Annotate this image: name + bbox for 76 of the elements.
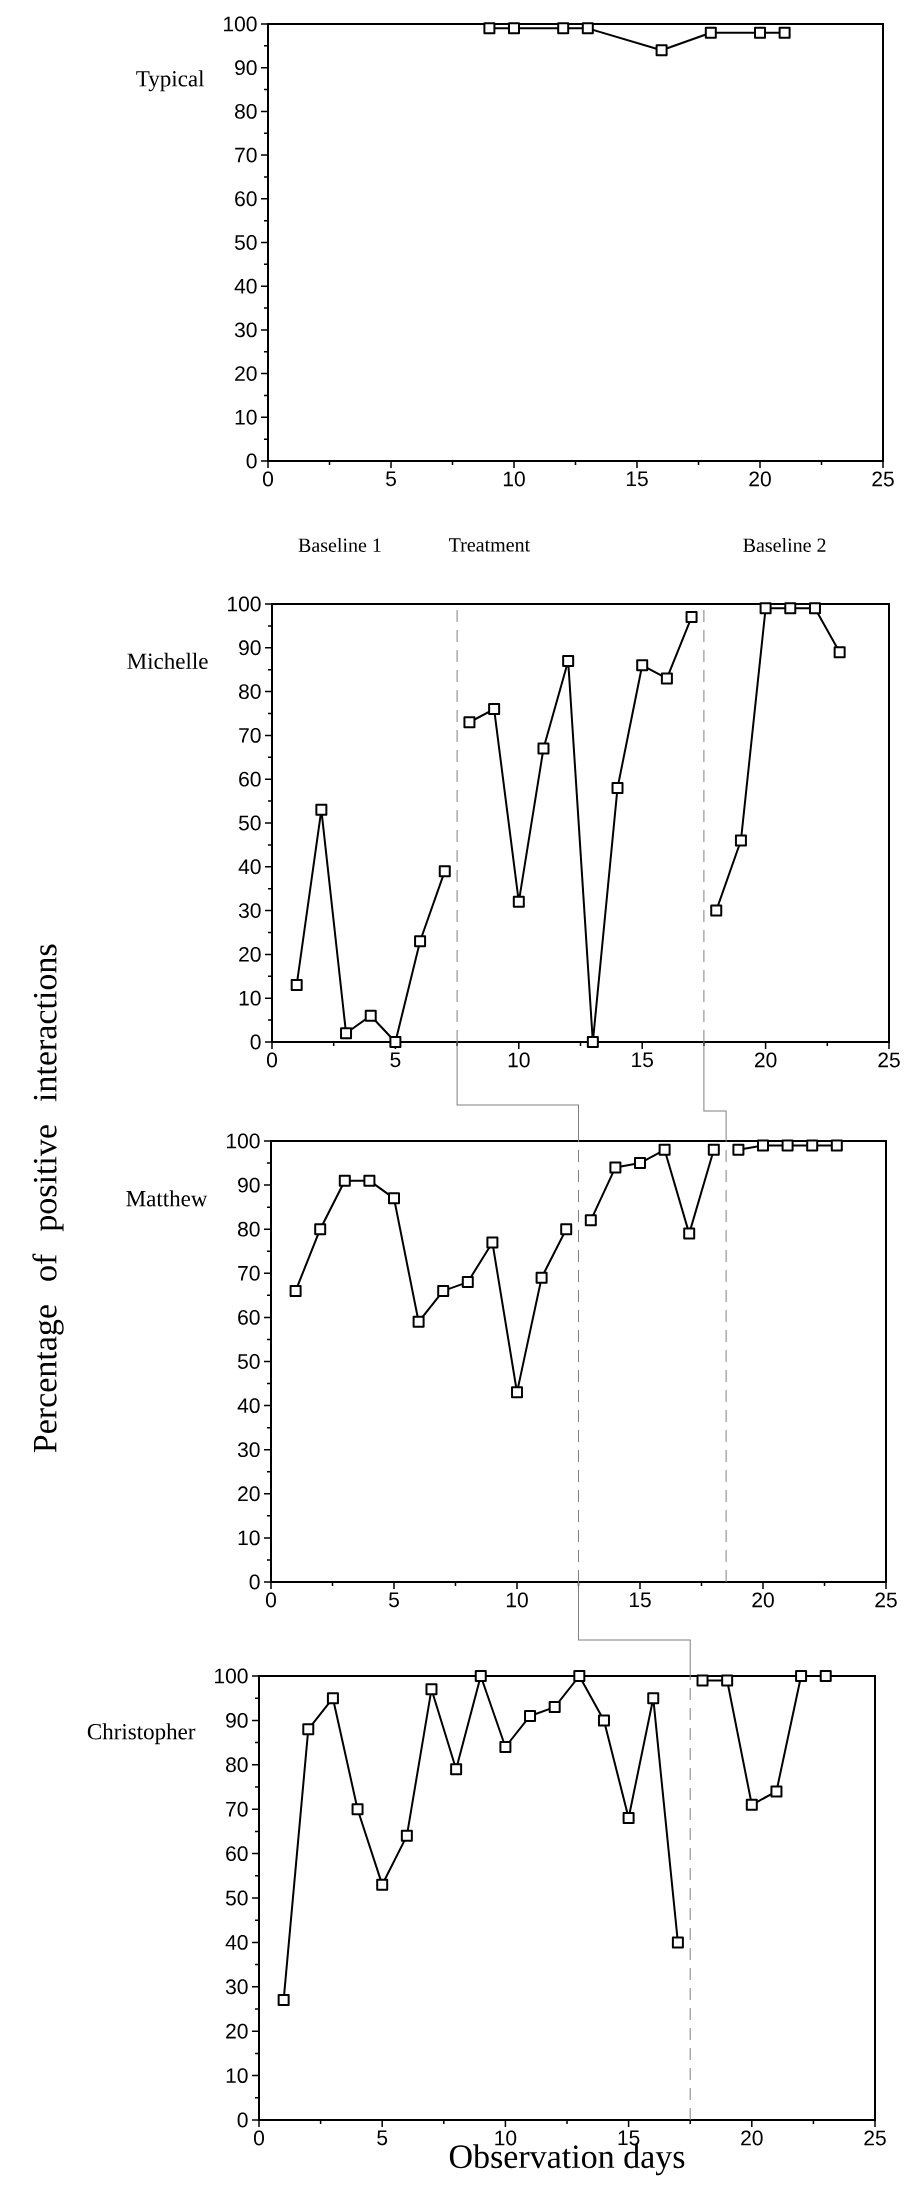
x-axis-title: Observation days: [449, 2144, 685, 2176]
text: Matthew: [126, 1190, 208, 1207]
y-tick-label: 50: [225, 1890, 248, 1906]
y-tick-label: 20: [235, 366, 257, 382]
x-tick-label: 10: [503, 471, 525, 487]
x-tick-label: 20: [754, 1052, 777, 1068]
y-tick-label: 0: [237, 2112, 248, 2128]
text: Christopher: [87, 1723, 196, 1745]
x-tick-label: 25: [875, 1592, 897, 1608]
x-tick-label: 0: [262, 471, 274, 487]
x-tick-label: 20: [741, 2130, 763, 2146]
x-tick-label: 25: [872, 471, 894, 487]
text: Typical: [136, 70, 205, 92]
x-tick-label: 15: [632, 1052, 653, 1068]
text: Baseline 1: [298, 537, 381, 553]
text: Treatment: [449, 538, 531, 552]
y-tick-label: 100: [215, 1668, 248, 1684]
y-tick-label: 50: [234, 235, 257, 250]
y-tick-label: 70: [226, 1801, 248, 1817]
y-tick-label: 70: [239, 727, 261, 743]
y-tick-label: 10: [235, 409, 257, 425]
y-tick-label: 20: [226, 2023, 248, 2039]
y-tick-label: 90: [239, 640, 261, 656]
x-tick-label: 15: [618, 2130, 640, 2146]
x-tick-label: 20: [752, 1592, 774, 1608]
x-tick-label: 10: [506, 1592, 528, 1608]
y-tick-label: 50: [237, 1354, 260, 1369]
y-tick-label: 70: [235, 147, 257, 163]
y-tick-label: 80: [239, 684, 261, 700]
y-tick-label: 20: [239, 946, 261, 962]
x-tick-label: 5: [377, 2130, 388, 2146]
y-tick-label: 20: [238, 1486, 260, 1502]
y-tick-label: 40: [237, 1398, 260, 1414]
y-tick-label: 10: [226, 2068, 248, 2084]
y-tick-label: 40: [234, 278, 257, 294]
text: Michelle: [127, 652, 208, 670]
x-tick-label: 10: [508, 1052, 530, 1068]
y-tick-label: 40: [225, 1934, 248, 1950]
y-tick-label: 60: [226, 1846, 248, 1862]
x-tick-label: 5: [390, 1052, 401, 1068]
x-tick-label: 10: [495, 2130, 517, 2146]
y-axis-title: Percentage of positive interactions: [32, 944, 64, 1453]
text: Baseline 2: [743, 537, 826, 553]
y-tick-label: 100: [228, 596, 261, 612]
y-tick-label: 100: [224, 16, 257, 32]
y-tick-label: 60: [235, 191, 257, 207]
x-tick-label: 20: [749, 471, 771, 487]
y-tick-label: 0: [246, 453, 257, 469]
y-tick-label: 80: [226, 1757, 248, 1773]
y-tick-label: 90: [238, 1177, 260, 1193]
y-tick-label: 90: [226, 1712, 248, 1728]
y-tick-label: 100: [227, 1133, 260, 1149]
y-tick-label: 40: [238, 859, 261, 875]
y-tick-label: 10: [238, 1530, 260, 1546]
y-tick-label: 70: [238, 1265, 260, 1281]
x-tick-label: 5: [389, 1592, 399, 1608]
x-tick-label: 15: [629, 1592, 651, 1608]
y-tick-label: 30: [237, 1442, 260, 1458]
y-tick-label: 10: [239, 990, 261, 1006]
x-tick-label: 25: [878, 1052, 900, 1068]
x-tick-label: 0: [265, 1592, 277, 1608]
y-tick-label: 30: [238, 903, 261, 919]
x-tick-label: 15: [626, 471, 648, 487]
y-tick-label: 60: [239, 771, 261, 787]
y-tick-label: 0: [249, 1574, 260, 1590]
x-tick-label: 25: [864, 2130, 886, 2146]
y-tick-label: 80: [235, 103, 257, 119]
x-tick-label: 5: [386, 471, 396, 487]
y-tick-label: 30: [234, 322, 257, 338]
y-tick-label: 90: [235, 60, 257, 76]
y-tick-label: 30: [225, 1979, 248, 1995]
x-tick-label: 0: [266, 1052, 278, 1068]
y-tick-label: 60: [238, 1309, 260, 1325]
y-tick-label: 50: [238, 815, 261, 831]
y-tick-label: 80: [238, 1221, 260, 1237]
y-tick-label: 0: [250, 1034, 261, 1050]
